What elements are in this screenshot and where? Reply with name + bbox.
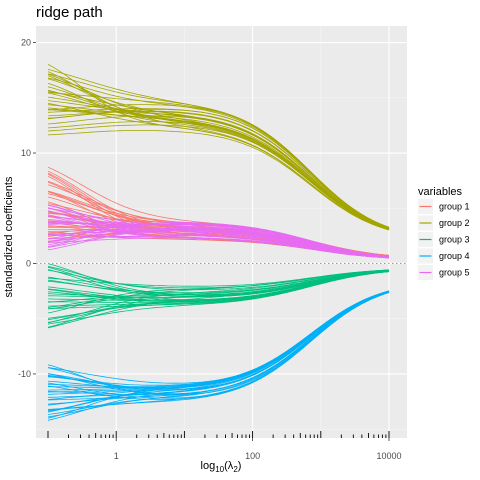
series-line (47, 75, 390, 230)
series-group-3 (47, 263, 390, 329)
series-line (47, 210, 390, 258)
series-line (47, 73, 390, 230)
series-line (47, 271, 390, 301)
legend: variables group 1 group 2 group 3 group 4 gr… (418, 186, 470, 280)
series-line (47, 207, 390, 258)
series-line (47, 266, 390, 297)
series-line (47, 291, 390, 395)
series-line (47, 69, 390, 228)
legend-label: group 5 (439, 268, 470, 278)
x-axis: 1 100 10000 (114, 438, 402, 461)
series-line (47, 266, 390, 291)
y-tick-label: 10 (21, 148, 31, 158)
series-group-2 (47, 64, 390, 231)
series-line (47, 291, 390, 391)
series-line (47, 64, 390, 231)
legend-label: group 2 (439, 218, 470, 228)
chart-title: ridge path (36, 4, 103, 21)
y-tick-label: 0 (26, 258, 31, 268)
series-line (47, 111, 390, 229)
series-line (47, 290, 390, 384)
x-axis-label: log10(λ2) (201, 460, 242, 474)
legend-label: group 1 (439, 202, 470, 212)
x-tick-label: 10000 (376, 451, 401, 461)
series-line (47, 270, 390, 293)
series-line (47, 269, 390, 289)
series-line (47, 104, 390, 230)
y-tick-label: -10 (18, 369, 31, 379)
series-line (47, 204, 390, 258)
x-rug-ticks (47, 431, 390, 438)
legend-label: group 3 (439, 235, 470, 245)
series-line (47, 210, 390, 259)
series-line (47, 130, 390, 231)
y-tick-label: 20 (21, 38, 31, 48)
series-line (47, 292, 390, 399)
legend-title: variables (418, 186, 463, 198)
x-tick-label: 1 (114, 451, 119, 461)
series-group-5 (47, 204, 390, 259)
x-tick-label: 100 (245, 451, 260, 461)
series-layer (47, 64, 390, 421)
y-axis-label: standardized coefficients (3, 176, 15, 297)
legend-label: group 4 (439, 251, 470, 261)
series-line (47, 221, 390, 258)
y-axis: -10 0 10 20 (18, 38, 36, 379)
series-line (47, 204, 390, 258)
series-line (47, 263, 390, 295)
series-line (47, 207, 390, 258)
series-line (47, 291, 390, 396)
series-line (47, 73, 390, 228)
series-group-4 (47, 290, 390, 421)
